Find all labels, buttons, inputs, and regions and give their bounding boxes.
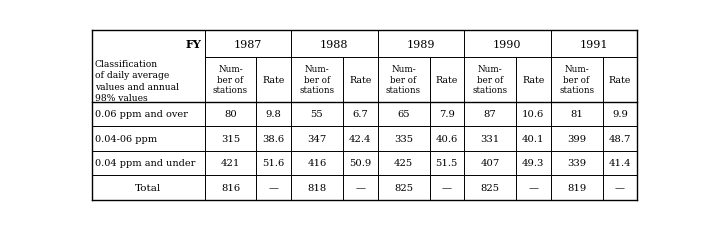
Text: 825: 825 bbox=[481, 183, 500, 192]
Text: 51.6: 51.6 bbox=[262, 159, 285, 168]
Text: Rate: Rate bbox=[436, 75, 458, 84]
Text: FY: FY bbox=[186, 39, 201, 50]
Text: —: — bbox=[356, 183, 365, 192]
Text: Classification
of daily average
values and annual
98% values: Classification of daily average values a… bbox=[95, 60, 179, 102]
Text: Rate: Rate bbox=[349, 75, 371, 84]
Text: 80: 80 bbox=[224, 110, 237, 119]
Text: Total: Total bbox=[135, 183, 161, 192]
Text: 335: 335 bbox=[394, 134, 413, 143]
Text: 81: 81 bbox=[570, 110, 583, 119]
Text: —: — bbox=[269, 183, 279, 192]
Text: Num-
ber of
stations: Num- ber of stations bbox=[299, 65, 335, 95]
Text: —: — bbox=[615, 183, 625, 192]
Text: 42.4: 42.4 bbox=[349, 134, 372, 143]
Text: 399: 399 bbox=[567, 134, 586, 143]
Text: 50.9: 50.9 bbox=[349, 159, 371, 168]
Text: 331: 331 bbox=[481, 134, 500, 143]
Text: 40.1: 40.1 bbox=[522, 134, 545, 143]
Text: Num-
ber of
stations: Num- ber of stations bbox=[473, 65, 508, 95]
Text: 339: 339 bbox=[567, 159, 586, 168]
Text: 7.9: 7.9 bbox=[439, 110, 455, 119]
Text: 87: 87 bbox=[483, 110, 496, 119]
Text: 1990: 1990 bbox=[493, 39, 522, 49]
Text: 41.4: 41.4 bbox=[609, 159, 631, 168]
Text: 65: 65 bbox=[397, 110, 410, 119]
Text: Num-
ber of
stations: Num- ber of stations bbox=[386, 65, 421, 95]
Text: 0.04 ppm and under: 0.04 ppm and under bbox=[95, 159, 196, 168]
Text: 1991: 1991 bbox=[579, 39, 608, 49]
Text: 818: 818 bbox=[307, 183, 326, 192]
Text: 40.6: 40.6 bbox=[436, 134, 458, 143]
Text: 51.5: 51.5 bbox=[436, 159, 458, 168]
Text: 819: 819 bbox=[567, 183, 586, 192]
Text: —: — bbox=[528, 183, 538, 192]
Text: 1989: 1989 bbox=[407, 39, 435, 49]
Text: 425: 425 bbox=[394, 159, 413, 168]
Text: Num-
ber of
stations: Num- ber of stations bbox=[213, 65, 248, 95]
Text: 1987: 1987 bbox=[234, 39, 262, 49]
Text: 6.7: 6.7 bbox=[353, 110, 368, 119]
Text: —: — bbox=[442, 183, 451, 192]
Text: 48.7: 48.7 bbox=[609, 134, 631, 143]
Text: 1988: 1988 bbox=[320, 39, 348, 49]
Text: 38.6: 38.6 bbox=[262, 134, 285, 143]
Text: 0.04-06 ppm: 0.04-06 ppm bbox=[95, 134, 157, 143]
Text: 416: 416 bbox=[307, 159, 326, 168]
Text: 49.3: 49.3 bbox=[522, 159, 545, 168]
Text: Num-
ber of
stations: Num- ber of stations bbox=[559, 65, 594, 95]
Text: 55: 55 bbox=[311, 110, 324, 119]
Text: Rate: Rate bbox=[522, 75, 545, 84]
Text: 825: 825 bbox=[394, 183, 413, 192]
Text: 315: 315 bbox=[221, 134, 240, 143]
Text: 421: 421 bbox=[221, 159, 240, 168]
Text: 0.06 ppm and over: 0.06 ppm and over bbox=[95, 110, 188, 119]
Text: 347: 347 bbox=[307, 134, 326, 143]
Text: Rate: Rate bbox=[262, 75, 285, 84]
Text: 816: 816 bbox=[221, 183, 240, 192]
Text: Rate: Rate bbox=[609, 75, 631, 84]
Text: 407: 407 bbox=[481, 159, 500, 168]
Text: 10.6: 10.6 bbox=[522, 110, 545, 119]
Text: 9.9: 9.9 bbox=[612, 110, 628, 119]
Text: 9.8: 9.8 bbox=[266, 110, 282, 119]
